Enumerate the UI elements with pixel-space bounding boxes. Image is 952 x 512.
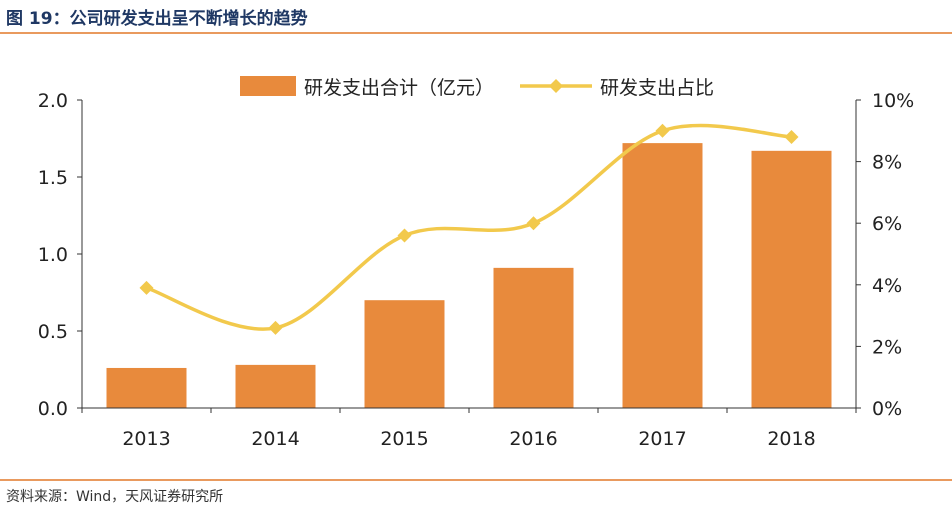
y-left-tick-label: 1.5 <box>38 167 68 189</box>
ratio-point-2018 <box>784 129 799 144</box>
bar-2017 <box>622 143 703 408</box>
x-tick-label: 2015 <box>380 428 428 450</box>
legend: 研发支出合计（亿元） 研发支出占比 <box>240 76 714 99</box>
x-tick-label: 2017 <box>638 428 686 450</box>
figure-title: 图 19：公司研发支出呈不断增长的趋势 <box>6 9 308 29</box>
x-tick-label: 2014 <box>251 428 299 450</box>
labels-layer: 0.0 0.5 1.0 1.5 2.0 0% 2% 4% 6% 8% 10% 2013 2014 2015… <box>38 90 914 450</box>
x-tick-label: 2013 <box>122 428 170 450</box>
y-right-tick-label: 10% <box>872 90 914 112</box>
ratio-point-2013 <box>139 280 154 295</box>
legend-label-bar: 研发支出合计（亿元） <box>304 77 494 99</box>
legend-label-line: 研发支出占比 <box>600 77 714 99</box>
x-tick-label: 2018 <box>767 428 815 450</box>
x-tick-label: 2016 <box>509 428 557 450</box>
ratio-line <box>145 123 792 331</box>
y-right-tick-label: 0% <box>872 398 902 420</box>
y-left-tick-label: 2.0 <box>38 90 68 112</box>
bar-2013 <box>106 367 187 408</box>
ratio-point-2015 <box>397 228 412 243</box>
y-right-tick-label: 8% <box>872 152 902 174</box>
line-layer <box>139 123 799 335</box>
bottom-divider <box>0 479 952 481</box>
axes-layer <box>77 99 861 413</box>
top-divider <box>0 32 952 34</box>
legend-swatch-bar <box>240 76 296 96</box>
bar-2016 <box>493 267 574 408</box>
bars-layer <box>106 143 832 408</box>
legend-swatch-diamond <box>549 79 563 93</box>
source-note: 资料来源：Wind，天风证券研究所 <box>6 489 224 505</box>
bar-2018 <box>751 150 832 408</box>
bar-2014 <box>235 364 316 408</box>
y-right-tick-label: 6% <box>872 213 902 235</box>
y-left-tick-label: 0.5 <box>38 321 68 343</box>
ratio-point-2014 <box>268 320 283 335</box>
y-left-tick-label: 0.0 <box>38 398 68 420</box>
y-right-tick-label: 4% <box>872 275 902 297</box>
ratio-point-2017 <box>655 123 670 138</box>
bar-2015 <box>364 300 445 408</box>
y-left-tick-label: 1.0 <box>38 244 68 266</box>
ratio-point-2016 <box>526 216 541 231</box>
y-right-tick-label: 2% <box>872 336 902 358</box>
